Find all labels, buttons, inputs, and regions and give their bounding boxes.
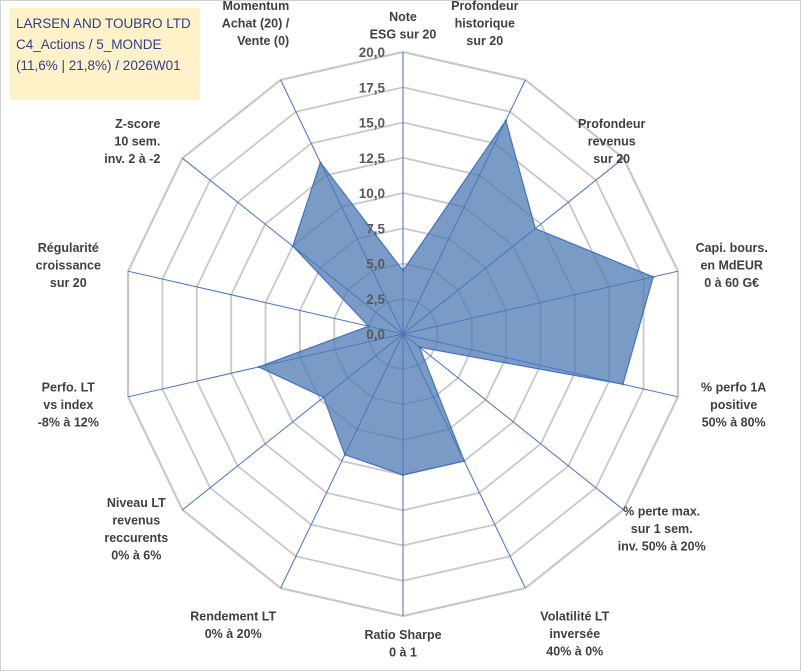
axis-label-line: sur 20 (466, 34, 503, 48)
axis-label: Capi. bours. en MdEUR 0 à 60 G€ (696, 241, 768, 290)
axis-labels: Note ESG sur 20 Profondeur historique sur 20… (36, 0, 768, 660)
axis-label-line: -8% à 12% (38, 415, 99, 429)
tick-label: 20,0 (359, 45, 385, 60)
data-point (534, 227, 537, 230)
axis-label-line: Profondeur (451, 0, 518, 13)
axis-label-line: Ratio Sharpe (364, 628, 441, 642)
data-series (257, 119, 655, 477)
radial-tick-labels: 0,0 2,5 5,0 7,5 10,0 12,5 15,0 17,5 20,0 (359, 45, 386, 342)
axis-label-line: inv. 2 à -2 (104, 152, 160, 166)
axis-label-line: Rendement LT (190, 609, 276, 623)
axis-label-line: Z-score (115, 117, 160, 131)
data-point (401, 269, 405, 272)
axis-label-line: revenus (588, 134, 636, 148)
axis-label-line: Niveau LT (107, 496, 166, 510)
data-point (367, 325, 370, 328)
stock-name: LARSEN AND TOUBRO LTD (16, 16, 191, 31)
axis-label-line: Note (389, 10, 417, 24)
axis-label-line: 0 à 60 G€ (704, 276, 759, 290)
axis-label-line: 40% à 0% (546, 644, 603, 658)
axis-label: Ratio Sharpe 0 à 1 (364, 628, 441, 660)
axis-label-line: 0 à 1 (389, 646, 417, 660)
axis-label-line: Momentum (223, 0, 290, 13)
data-point (291, 244, 294, 248)
axis-label-line: % perte max. (623, 505, 700, 519)
axis-spoke (402, 333, 624, 511)
data-point (319, 161, 322, 164)
data-point (322, 396, 325, 399)
axis-label: Volatilité LT inversée 40% à 0% (540, 609, 609, 658)
axis-label-line: Perfo. LT (42, 380, 96, 394)
axis-spoke (127, 270, 404, 335)
axis-label-line: vs index (43, 398, 93, 412)
axis-label-line: Régularité (38, 241, 99, 255)
axis-label: Niveau LT revenus reccurents 0% à 6% (104, 496, 168, 563)
tick-label: 17,5 (359, 80, 386, 95)
tick-label: 7,5 (366, 221, 385, 236)
tick-label: 5,0 (366, 257, 385, 272)
data-point (257, 365, 260, 369)
axis-label-line: en MdEUR (700, 259, 763, 273)
data-point (418, 346, 421, 349)
axis-label: Perfo. LT vs index -8% à 12% (38, 380, 99, 429)
axis-label-line: reccurents (104, 531, 168, 545)
axis-label-line: croissance (36, 259, 101, 273)
axis-label-line: revenus (112, 513, 160, 527)
axis-label: Rendement LT 0% à 20% (190, 609, 276, 641)
axis-label-line: sur 20 (593, 152, 630, 166)
axis-label-line: Capi. bours. (696, 241, 768, 255)
axis-label-line: Vente (0) (237, 34, 289, 48)
axis-label-line: ESG sur 20 (370, 28, 437, 42)
axis-label-line: Volatilité LT (540, 609, 609, 623)
axis-label-line: inv. 50% à 20% (618, 540, 706, 554)
data-point (463, 459, 466, 463)
axis-label: % perte max. sur 1 sem. inv. 50% à 20% (618, 505, 706, 554)
axis-label-line: positive (710, 398, 757, 412)
portfolio-category: C4_Actions / 5_MONDE (16, 37, 162, 52)
tick-label: 2,5 (366, 292, 385, 307)
data-point (401, 473, 405, 477)
performance-week: (11,6% | 21,8%) / 2026W01 (16, 58, 181, 73)
tick-label: 15,0 (359, 116, 385, 131)
axis-label: Note ESG sur 20 (370, 10, 437, 42)
tick-label: 10,0 (359, 186, 385, 201)
axis-label-line: Achat (20) / (222, 17, 290, 31)
axis-label: Profondeur historique sur 20 (451, 0, 518, 48)
axis-label-line: 0% à 6% (111, 548, 161, 562)
data-point (504, 119, 507, 122)
tick-label: 12,5 (359, 151, 386, 166)
data-point (621, 383, 625, 386)
axis-label-line: inversée (549, 627, 600, 641)
axis-label-line: % perfo 1A (701, 380, 766, 394)
axis-label-line: sur 1 sem. (631, 522, 693, 536)
axis-label-line: 10 sem. (114, 134, 160, 148)
tick-label: 0,0 (366, 327, 385, 342)
axis-label-line: 0% à 20% (205, 627, 262, 641)
data-point (652, 275, 655, 279)
data-point (343, 453, 347, 456)
axis-label-line: Profondeur (578, 117, 645, 131)
axis-label-line: sur 20 (50, 276, 87, 290)
stock-info-box: LARSEN AND TOUBRO LTD C4_Actions / 5_MON… (10, 8, 200, 100)
axis-label: Profondeur revenus sur 20 (578, 117, 645, 166)
axis-label-line: historique (455, 17, 515, 31)
axis-label: Régularité croissance sur 20 (36, 241, 101, 290)
axis-label-line: 50% à 80% (702, 415, 766, 429)
axis-label: Z-score 10 sem. inv. 2 à -2 (104, 117, 160, 166)
axis-label: Momentum Achat (20) / Vente (0) (222, 0, 290, 48)
axis-label: % perfo 1A positive 50% à 80% (701, 380, 766, 429)
series-area (257, 119, 654, 476)
